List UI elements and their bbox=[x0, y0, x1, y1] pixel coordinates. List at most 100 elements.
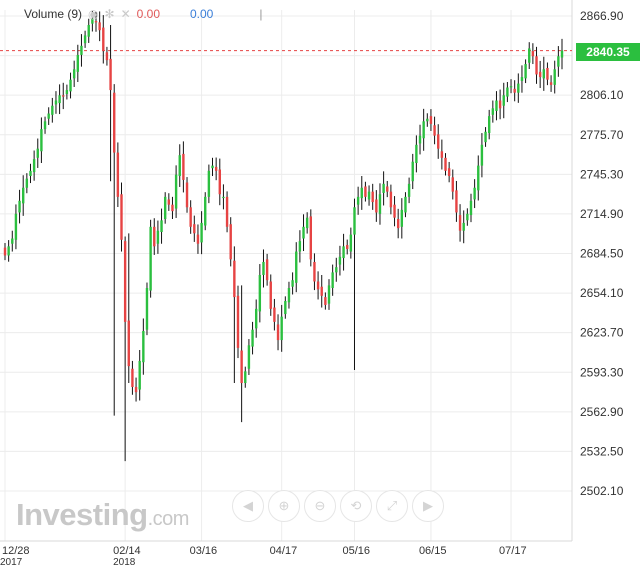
candle[interactable] bbox=[94, 11, 98, 32]
candle[interactable] bbox=[149, 219, 152, 298]
candle[interactable] bbox=[342, 233, 345, 271]
candle[interactable] bbox=[520, 65, 524, 93]
candle[interactable] bbox=[22, 175, 25, 216]
candle[interactable] bbox=[407, 177, 411, 204]
candle[interactable] bbox=[65, 84, 69, 100]
candle[interactable] bbox=[207, 164, 211, 204]
candle[interactable] bbox=[178, 144, 181, 187]
candle[interactable] bbox=[185, 177, 189, 213]
scroll-right-button[interactable]: ▶ bbox=[412, 490, 444, 522]
candle[interactable] bbox=[171, 196, 174, 219]
candle[interactable] bbox=[375, 190, 378, 222]
candle[interactable] bbox=[498, 89, 502, 120]
candle[interactable] bbox=[265, 253, 269, 286]
candle[interactable] bbox=[138, 349, 141, 401]
candle[interactable] bbox=[477, 155, 480, 201]
candle[interactable] bbox=[76, 44, 80, 83]
reset-zoom-button[interactable]: ⟲ bbox=[340, 490, 372, 522]
candle[interactable] bbox=[254, 299, 258, 338]
candle[interactable] bbox=[546, 62, 549, 86]
candle[interactable] bbox=[484, 127, 487, 147]
candle[interactable] bbox=[156, 220, 160, 254]
candle[interactable] bbox=[153, 218, 156, 255]
candle[interactable] bbox=[211, 157, 214, 177]
candle[interactable] bbox=[553, 60, 556, 94]
candle[interactable] bbox=[440, 139, 444, 170]
candle[interactable] bbox=[491, 100, 495, 123]
candle[interactable] bbox=[80, 34, 83, 67]
candle[interactable] bbox=[142, 318, 145, 375]
candle[interactable] bbox=[386, 180, 389, 198]
candle[interactable] bbox=[91, 10, 94, 32]
candle[interactable] bbox=[36, 138, 39, 168]
candle[interactable] bbox=[538, 60, 542, 89]
candle[interactable] bbox=[360, 176, 363, 210]
candle[interactable] bbox=[102, 15, 105, 64]
candle[interactable] bbox=[462, 210, 465, 244]
candle[interactable] bbox=[487, 109, 491, 140]
candle[interactable] bbox=[353, 198, 356, 371]
candle[interactable] bbox=[455, 180, 458, 222]
candle[interactable] bbox=[51, 97, 54, 123]
candle[interactable] bbox=[7, 240, 10, 262]
candle[interactable] bbox=[218, 158, 221, 206]
candle[interactable] bbox=[269, 274, 272, 316]
candle[interactable] bbox=[393, 196, 396, 227]
candle[interactable] bbox=[396, 208, 400, 239]
candle[interactable] bbox=[349, 227, 353, 259]
candle[interactable] bbox=[513, 80, 516, 102]
candle[interactable] bbox=[528, 42, 531, 69]
candle[interactable] bbox=[244, 366, 247, 388]
candle[interactable] bbox=[291, 272, 294, 295]
candle[interactable] bbox=[331, 264, 334, 296]
candle[interactable] bbox=[189, 200, 192, 234]
candle[interactable] bbox=[109, 24, 112, 182]
candle[interactable] bbox=[258, 264, 262, 323]
candle[interactable] bbox=[214, 157, 218, 181]
candle[interactable] bbox=[316, 271, 320, 300]
candle[interactable] bbox=[437, 124, 440, 159]
candle[interactable] bbox=[251, 321, 254, 355]
zoom-in-button[interactable]: ⊕ bbox=[268, 490, 300, 522]
candle[interactable] bbox=[120, 182, 123, 252]
candle[interactable] bbox=[167, 193, 171, 211]
candle[interactable] bbox=[193, 215, 196, 242]
candle[interactable] bbox=[415, 135, 418, 173]
candle[interactable] bbox=[469, 193, 473, 223]
candle[interactable] bbox=[131, 360, 134, 395]
candle[interactable] bbox=[320, 274, 323, 308]
scroll-left-button[interactable]: ◀ bbox=[232, 490, 264, 522]
candle[interactable] bbox=[276, 314, 280, 351]
candle[interactable] bbox=[47, 107, 50, 125]
candle[interactable] bbox=[127, 233, 130, 384]
candle[interactable] bbox=[62, 82, 65, 110]
candle[interactable] bbox=[43, 116, 47, 134]
candle[interactable] bbox=[335, 257, 338, 282]
candle[interactable] bbox=[54, 91, 58, 114]
candle[interactable] bbox=[58, 84, 61, 115]
candle[interactable] bbox=[444, 153, 447, 176]
candle[interactable] bbox=[429, 109, 433, 131]
candle[interactable] bbox=[557, 46, 560, 77]
candle[interactable] bbox=[473, 179, 476, 209]
candle[interactable] bbox=[422, 108, 425, 151]
candle[interactable] bbox=[480, 133, 484, 178]
candle[interactable] bbox=[426, 113, 429, 127]
candle[interactable] bbox=[466, 208, 469, 226]
candle[interactable] bbox=[313, 253, 316, 291]
fit-button[interactable]: ⤢ bbox=[376, 490, 408, 522]
candle[interactable] bbox=[247, 339, 251, 375]
candle[interactable] bbox=[418, 124, 422, 155]
candle[interactable] bbox=[346, 239, 349, 255]
candle[interactable] bbox=[411, 153, 414, 190]
candle[interactable] bbox=[364, 181, 367, 202]
candle[interactable] bbox=[87, 18, 90, 43]
candle[interactable] bbox=[105, 46, 109, 66]
candle[interactable] bbox=[18, 189, 21, 224]
candle[interactable] bbox=[433, 116, 436, 145]
candle[interactable] bbox=[400, 198, 404, 239]
candle[interactable] bbox=[163, 192, 167, 224]
candle[interactable] bbox=[204, 192, 207, 231]
candle[interactable] bbox=[32, 150, 36, 181]
